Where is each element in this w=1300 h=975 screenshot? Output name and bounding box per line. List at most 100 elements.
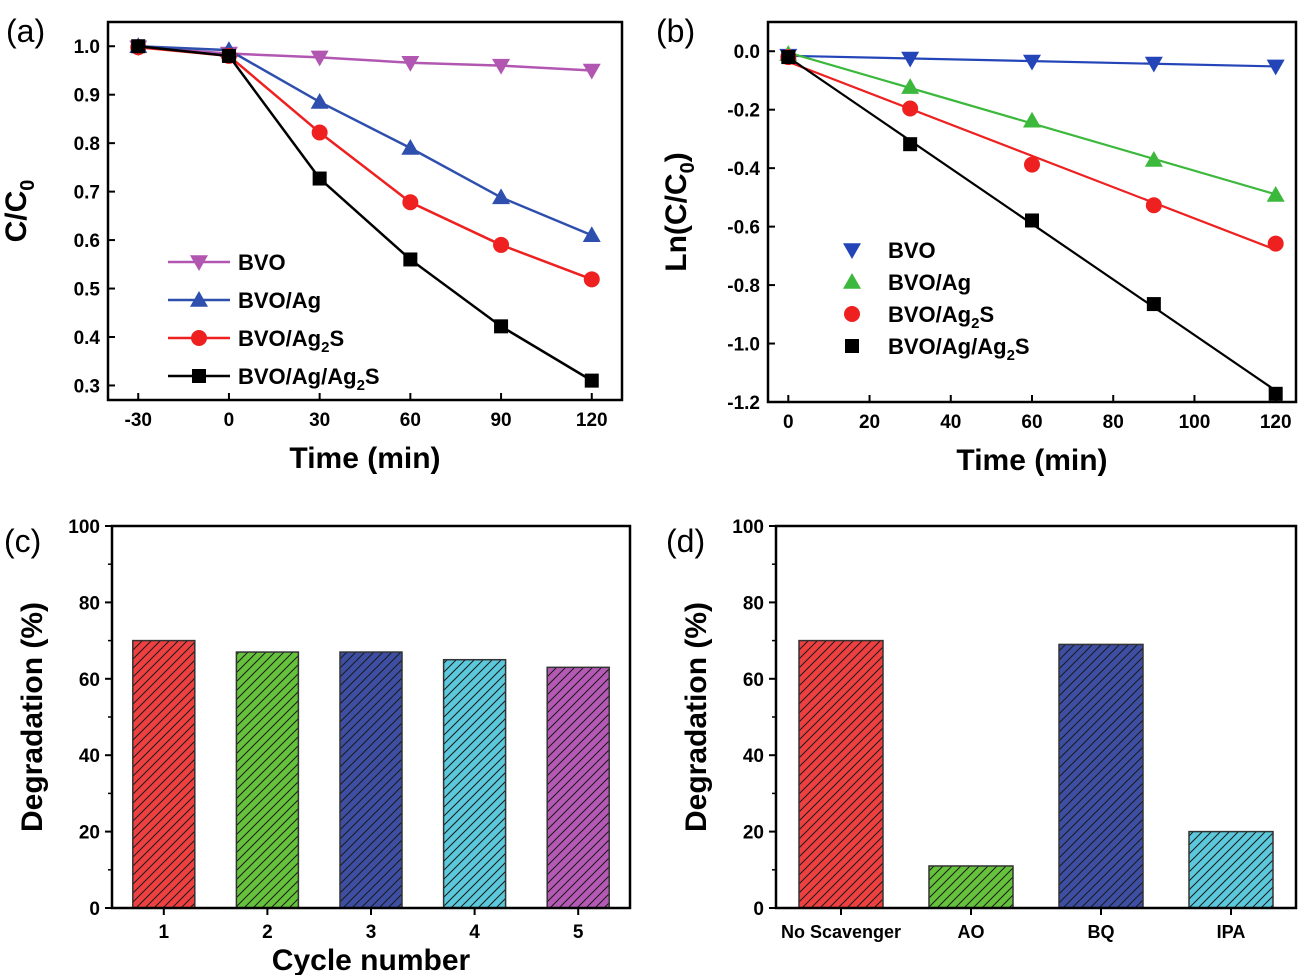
y-tick-label: 40 <box>743 746 764 767</box>
legend-item-BVO/Ag2S: BVO/Ag2S <box>844 302 994 332</box>
data-point <box>1144 56 1163 73</box>
y-tick-label: 20 <box>79 823 100 844</box>
data-point <box>1024 156 1040 173</box>
legend-label-main: BVO/Ag <box>238 326 321 351</box>
y-tick-label: 0.6 <box>74 231 100 252</box>
x-tick-label: 60 <box>400 410 421 431</box>
x-tick-label: 3 <box>366 922 377 943</box>
data-point <box>492 58 511 75</box>
data-point <box>492 188 511 205</box>
x-tick-label: IPA <box>1217 922 1246 942</box>
y-tick-label: 0.4 <box>74 328 101 349</box>
x-tick-label: 5 <box>573 922 584 943</box>
legend-label-main: BVO/Ag/Ag <box>888 334 1007 359</box>
legend-label-main: BVO/Ag <box>888 270 971 295</box>
data-point <box>1266 186 1285 202</box>
legend-label-sub: 2 <box>321 339 329 356</box>
y-tick-label: 0.8 <box>74 134 100 155</box>
x-tick-label: 60 <box>1021 412 1042 433</box>
data-point <box>582 63 601 80</box>
x-tick-label: 30 <box>309 410 330 431</box>
x-tick-label: No Scavenger <box>781 922 901 942</box>
y-tick-label: -0.6 <box>727 218 760 239</box>
legend-label-main: BVO <box>238 250 286 275</box>
bar-1 <box>132 639 196 909</box>
y-tick-label: 40 <box>79 746 100 767</box>
legend-item-BVO: BVO <box>843 238 936 263</box>
legend-label: BVO/Ag <box>888 270 971 295</box>
legend-label: BVO/Ag/Ag2S <box>888 334 1030 364</box>
y-axis-title: Ln(C/C0) <box>660 152 699 271</box>
bar-5 <box>546 666 610 909</box>
data-point <box>310 50 329 67</box>
data-point <box>902 100 919 117</box>
data-point <box>903 137 918 152</box>
x-tick-label: 4 <box>469 922 480 943</box>
y-tick-label: 60 <box>79 670 100 691</box>
legend-marker <box>190 255 208 271</box>
y-tick-label: -0.4 <box>727 159 760 180</box>
data-point <box>901 51 920 68</box>
y-tick-label: 0.0 <box>734 42 760 63</box>
legend-label-tail: S <box>1015 334 1030 359</box>
data-point <box>494 319 509 334</box>
data-point <box>1023 111 1041 128</box>
legend-label: BVO/Ag2S <box>238 326 344 356</box>
legend-label-sub: 2 <box>1007 347 1015 364</box>
y-tick-label: 100 <box>68 517 100 538</box>
panel-label: (b) <box>656 13 695 49</box>
legend-marker <box>845 339 859 353</box>
x-tick-label: 2 <box>262 922 273 943</box>
y-tick-label: 0.7 <box>74 183 100 204</box>
legend-label-tail: S <box>329 326 344 351</box>
y-tick-label: 80 <box>79 593 100 614</box>
y-tick-label: -1.2 <box>727 393 760 414</box>
x-axis-title: Time (min) <box>289 442 440 475</box>
y-axis-title-sub: 0 <box>17 180 39 191</box>
y-tick-label: 100 <box>732 517 764 538</box>
legend-label: BVO/Ag2S <box>888 302 994 332</box>
panel-label: (a) <box>6 13 45 49</box>
bar-3 <box>339 651 403 909</box>
data-point <box>310 92 329 109</box>
x-axis-title: Time (min) <box>956 444 1107 477</box>
x-tick-label: 100 <box>1179 412 1211 433</box>
y-tick-label: 0.3 <box>74 376 100 397</box>
legend-label-tail: S <box>979 302 994 327</box>
panel-b: (b)0 20 40 60 80 100 120-1.2-1.0-0.8-0.6-0.4-0… <box>656 13 1298 477</box>
legend-label: BVO/Ag <box>238 288 321 313</box>
series-line <box>138 45 593 281</box>
legend-item-BVO/Ag/Ag2S: BVO/Ag/Ag2S <box>168 364 380 394</box>
data-point <box>584 373 599 388</box>
data-point <box>1267 235 1284 252</box>
legend-item-BVO/Ag/Ag2S: BVO/Ag/Ag2S <box>845 334 1030 364</box>
bar-IPA <box>1188 830 1274 909</box>
series-BVO/Ag2S <box>130 39 600 288</box>
x-tick-label: 0 <box>783 412 794 433</box>
series-BVO/Ag/Ag2S <box>131 39 599 388</box>
data-point <box>781 50 796 65</box>
legend-label: BVO/Ag/Ag2S <box>238 364 380 394</box>
panel-a: (a) -30 0 30 60 90 120 0.3 0.4 0.5 0.6 0.7 0.8 0.9 1.0… <box>0 13 624 475</box>
y-tick-label: 20 <box>743 823 764 844</box>
legend-label-sub: 2 <box>357 377 365 394</box>
legend-label: BVO <box>238 250 286 275</box>
data-point <box>401 139 420 155</box>
y-tick-label: 60 <box>743 670 764 691</box>
legend-label-main: BVO <box>888 238 936 263</box>
series-BVO <box>129 40 601 80</box>
y-axis-title-tail: ) <box>660 152 693 162</box>
y-axis-title: C/C0 <box>0 180 39 243</box>
legend-label-main: BVO/Ag/Ag <box>238 364 357 389</box>
data-point <box>311 124 328 141</box>
x-tick-label: 40 <box>940 412 961 433</box>
legend-marker <box>843 273 861 289</box>
data-point <box>131 39 146 54</box>
series-line <box>138 44 593 382</box>
data-point <box>901 78 920 94</box>
panel-label: (c) <box>4 523 41 559</box>
x-tick-label: 90 <box>490 410 511 431</box>
y-tick-label: 0.9 <box>74 86 100 107</box>
